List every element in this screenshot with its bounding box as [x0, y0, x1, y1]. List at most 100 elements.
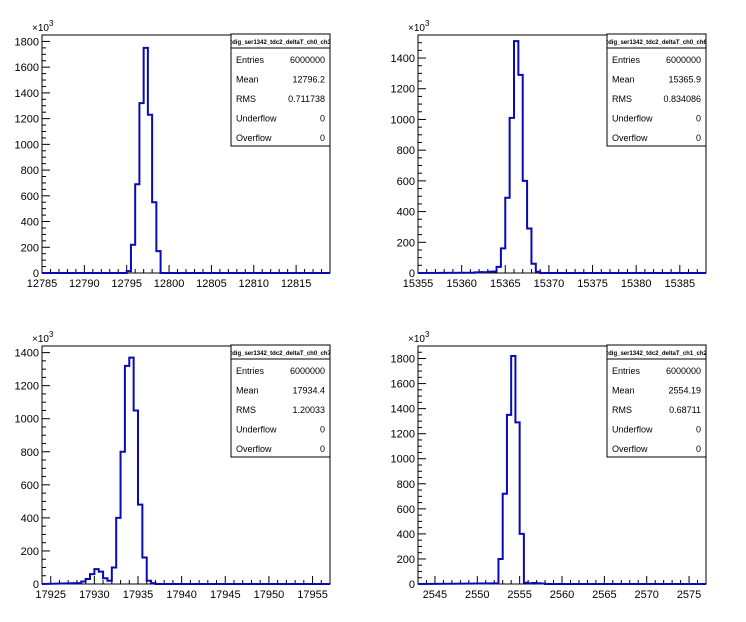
stat-value: 0.68711 — [669, 405, 701, 415]
y-tick-label: 200 — [397, 237, 415, 249]
y-tick-label: 800 — [397, 145, 415, 157]
stat-value: 0 — [696, 114, 701, 124]
stat-value: 6000000 — [666, 55, 701, 65]
histogram-title: tdig_ser1342_tdc2_deltaT_ch0_ch3 — [230, 40, 331, 46]
y-exponent-power: 3 — [49, 330, 54, 339]
y-tick-label: 800 — [397, 479, 415, 491]
histogram-bin — [125, 366, 129, 584]
histogram-bin — [514, 41, 518, 273]
histogram-bin — [507, 415, 511, 584]
x-tick-label: 2560 — [550, 589, 574, 601]
x-tick-label: 17955 — [297, 589, 328, 601]
histogram-bin — [138, 505, 142, 584]
y-tick-label: 1400 — [15, 348, 39, 360]
stat-value: 17934.4 — [292, 386, 325, 396]
histogram-bin — [112, 567, 116, 584]
stat-label: Entries — [236, 366, 265, 376]
histogram-bin — [479, 272, 483, 273]
x-tick-label: 12790 — [69, 278, 100, 290]
x-tick-label: 17940 — [166, 589, 197, 601]
histogram-bin — [532, 583, 536, 584]
x-tick-label: 2575 — [677, 589, 701, 601]
y-tick-label: 600 — [21, 480, 39, 492]
stat-value: 6000000 — [290, 366, 325, 376]
stats-box: tdig_ser1342_tdc2_deltaT_ch0_ch3 Entries 6… — [230, 33, 332, 147]
y-tick-label: 1400 — [15, 88, 39, 100]
stat-value: 0.834086 — [663, 94, 701, 104]
y-tick-label: 1000 — [15, 414, 39, 426]
x-tick-label: 15380 — [621, 278, 652, 290]
stat-label: Underflow — [236, 114, 277, 124]
x-tick-label: 12800 — [154, 278, 185, 290]
histogram-bin — [505, 198, 509, 273]
stat-value: 0 — [696, 425, 701, 435]
histogram-panel-2: 15355 15360 15365 15370 15375 15380 15385 0 200 4… — [391, 19, 708, 290]
histogram-panel-4: 2545 2550 2555 2560 2565 2570 2575 0 200 400 600 80… — [391, 330, 708, 601]
histogram-bin — [86, 579, 90, 584]
histogram-bin — [94, 569, 98, 584]
y-exponent-base: ×10 — [408, 23, 425, 34]
stat-label: Entries — [612, 55, 641, 65]
stats-box-frame — [230, 344, 331, 458]
y-tick-label: 1600 — [15, 62, 39, 74]
stat-label: Overflow — [236, 133, 272, 143]
histogram-series-line — [417, 40, 706, 274]
histogram-bin — [524, 583, 528, 584]
stat-label: Mean — [236, 386, 259, 396]
stat-label: Overflow — [612, 133, 648, 143]
x-tick-label: 17935 — [123, 589, 154, 601]
x-tick-label: 15360 — [446, 278, 477, 290]
x-tick-label: 12795 — [111, 278, 142, 290]
y-tick-label: 0 — [409, 268, 415, 280]
histogram-bin — [107, 581, 111, 584]
histogram-bin — [142, 558, 146, 584]
y-tick-label: 1200 — [15, 114, 39, 126]
y-tick-label: 400 — [397, 207, 415, 219]
y-tick-label: 600 — [397, 504, 415, 516]
x-tick-label: 17925 — [35, 589, 66, 601]
histogram-bin — [139, 103, 143, 273]
x-tick-label: 12785 — [27, 278, 58, 290]
stat-value: 0 — [320, 444, 325, 454]
histogram-bin — [90, 574, 94, 584]
y-tick-label: 200 — [21, 546, 39, 558]
histogram-bin — [536, 272, 540, 273]
stat-value: 0 — [696, 133, 701, 143]
y-exponent-power: 3 — [425, 19, 430, 28]
stat-label: RMS — [236, 94, 256, 104]
histogram-bin — [527, 228, 531, 273]
histogram-bin — [520, 534, 524, 584]
histogram-bin — [116, 518, 120, 584]
y-exponent-label: ×103 — [408, 330, 430, 345]
x-tick-label: 2565 — [592, 589, 616, 601]
stat-label: Underflow — [236, 425, 277, 435]
x-tick-label: 2570 — [634, 589, 658, 601]
x-tick-label: 12810 — [238, 278, 269, 290]
x-tick-label: 2555 — [507, 589, 531, 601]
y-tick-label: 1800 — [391, 354, 415, 366]
stat-label: Entries — [612, 366, 641, 376]
y-tick-label: 1400 — [391, 404, 415, 416]
histogram-bin — [144, 48, 148, 273]
y-tick-label: 0 — [33, 579, 39, 591]
histogram-series-line — [42, 46, 330, 274]
y-tick-label: 400 — [397, 529, 415, 541]
y-exponent-base: ×10 — [32, 334, 49, 345]
stat-value: 0 — [320, 114, 325, 124]
histogram-bin — [497, 267, 501, 273]
stat-value: 1.20033 — [292, 405, 325, 415]
histogram-bin — [537, 583, 541, 584]
histogram-bin — [503, 494, 507, 584]
x-tick-label: 17945 — [210, 589, 241, 601]
histogram-bin — [127, 271, 131, 273]
y-tick-label: 1200 — [391, 429, 415, 441]
y-tick-label: 800 — [21, 447, 39, 459]
y-exponent-power: 3 — [49, 19, 54, 28]
stat-label: Overflow — [612, 444, 648, 454]
y-exponent-label: ×103 — [408, 19, 430, 34]
stats-box-frame — [606, 344, 707, 458]
histogram-bin — [501, 248, 505, 273]
histogram-panel-1: 12785 12790 12795 12800 12805 12810 12815 0 200 4… — [15, 19, 332, 290]
x-tick-label: 15385 — [665, 278, 696, 290]
